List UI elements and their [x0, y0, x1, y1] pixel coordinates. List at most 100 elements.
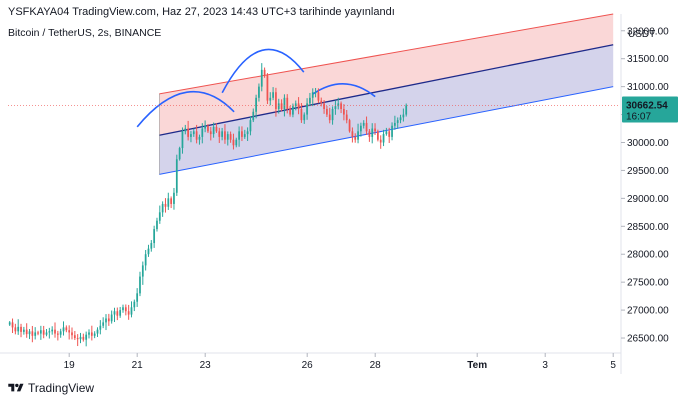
candle[interactable]	[357, 123, 359, 144]
candle[interactable]	[328, 107, 331, 124]
candle[interactable]	[136, 288, 139, 307]
candle[interactable]	[263, 67, 266, 78]
candle[interactable]	[300, 103, 303, 123]
candle[interactable]	[354, 133, 357, 143]
candle[interactable]	[209, 126, 212, 141]
candle[interactable]	[396, 117, 399, 129]
candle[interactable]	[379, 135, 382, 149]
candle[interactable]	[326, 106, 328, 118]
arc-drawing[interactable]	[221, 48, 305, 94]
candle[interactable]	[34, 327, 37, 340]
candle[interactable]	[345, 109, 348, 124]
candle[interactable]	[311, 88, 314, 107]
candle[interactable]	[79, 332, 82, 344]
candle[interactable]	[184, 124, 187, 135]
candle[interactable]	[37, 330, 39, 336]
candle[interactable]	[88, 329, 90, 339]
candle[interactable]	[394, 115, 396, 130]
candle[interactable]	[218, 127, 221, 144]
candle[interactable]	[204, 120, 206, 133]
candle[interactable]	[320, 97, 323, 107]
candle[interactable]	[45, 329, 48, 337]
candle[interactable]	[215, 123, 218, 133]
candle[interactable]	[235, 137, 238, 148]
candle[interactable]	[277, 98, 280, 114]
candle[interactable]	[175, 154, 178, 196]
candle[interactable]	[269, 92, 272, 106]
candle[interactable]	[105, 314, 107, 331]
candle[interactable]	[96, 327, 99, 337]
candle[interactable]	[351, 127, 354, 143]
candle[interactable]	[173, 187, 175, 210]
candle[interactable]	[76, 334, 79, 347]
candle[interactable]	[260, 63, 263, 92]
candle[interactable]	[127, 304, 130, 320]
candle[interactable]	[405, 103, 408, 117]
candle[interactable]	[255, 94, 257, 119]
candle[interactable]	[14, 323, 17, 335]
candle[interactable]	[39, 325, 42, 340]
candle[interactable]	[399, 114, 402, 124]
candle[interactable]	[107, 313, 110, 326]
candle[interactable]	[65, 325, 68, 333]
candle[interactable]	[309, 92, 311, 107]
candle[interactable]	[241, 126, 243, 142]
candle[interactable]	[238, 126, 240, 147]
tradingview-footer[interactable]: TradingView	[8, 381, 94, 395]
candle[interactable]	[82, 333, 85, 342]
candle[interactable]	[139, 271, 141, 297]
candle[interactable]	[153, 225, 156, 248]
candle[interactable]	[306, 98, 308, 120]
candle[interactable]	[221, 127, 223, 141]
candle[interactable]	[340, 101, 342, 114]
channel-middle-line[interactable]	[159, 44, 614, 136]
candle[interactable]	[59, 328, 62, 338]
candle[interactable]	[289, 105, 291, 117]
channel-upper-line[interactable]	[159, 13, 614, 95]
candle[interactable]	[161, 201, 164, 217]
candle[interactable]	[266, 73, 269, 105]
candle[interactable]	[62, 321, 65, 336]
candle[interactable]	[51, 326, 54, 335]
candle[interactable]	[212, 122, 215, 138]
candle[interactable]	[93, 331, 96, 339]
candle[interactable]	[22, 326, 25, 335]
candle[interactable]	[99, 320, 102, 335]
candle[interactable]	[119, 306, 122, 318]
candle[interactable]	[334, 100, 337, 115]
candle[interactable]	[110, 310, 113, 324]
candle[interactable]	[124, 304, 127, 316]
candle[interactable]	[258, 83, 260, 102]
candle[interactable]	[272, 87, 274, 101]
candle[interactable]	[402, 108, 405, 122]
candle[interactable]	[374, 123, 376, 135]
candle[interactable]	[187, 120, 190, 141]
candle[interactable]	[192, 128, 195, 137]
candle[interactable]	[365, 116, 368, 135]
candle[interactable]	[11, 318, 14, 334]
candle[interactable]	[198, 134, 201, 145]
candle[interactable]	[337, 97, 340, 110]
candle[interactable]	[368, 129, 371, 142]
candle[interactable]	[90, 325, 93, 341]
candle[interactable]	[243, 129, 246, 139]
candle[interactable]	[207, 124, 209, 133]
candle[interactable]	[54, 322, 56, 338]
candle[interactable]	[150, 240, 153, 252]
candle[interactable]	[144, 249, 147, 271]
candle[interactable]	[323, 100, 325, 114]
candle[interactable]	[158, 205, 161, 224]
candle[interactable]	[331, 106, 334, 125]
candle[interactable]	[68, 325, 71, 340]
candle[interactable]	[17, 319, 20, 335]
candle[interactable]	[224, 124, 226, 144]
candle[interactable]	[201, 123, 204, 144]
candle[interactable]	[297, 97, 300, 115]
candle[interactable]	[71, 327, 73, 340]
candle[interactable]	[42, 325, 45, 339]
candle[interactable]	[388, 127, 391, 144]
candle[interactable]	[382, 129, 385, 147]
candle[interactable]	[170, 196, 173, 209]
candle[interactable]	[275, 87, 277, 117]
